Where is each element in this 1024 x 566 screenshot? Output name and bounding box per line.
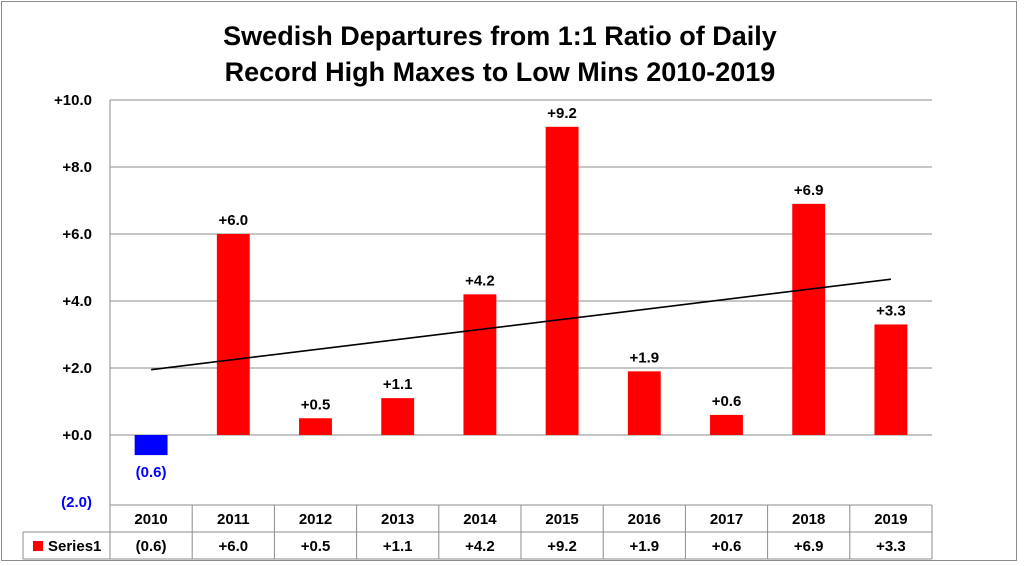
bar [627,371,661,435]
table-value: +6.0 [218,538,248,555]
data-label: +3.3 [876,302,906,319]
y-tick-label: +2.0 [62,360,92,377]
table-value: +0.5 [301,538,331,555]
data-label: (0.6) [136,464,167,481]
x-tick-label: 2016 [628,511,661,528]
x-tick-label: 2012 [299,511,332,528]
table-value: +0.6 [712,538,742,555]
bar [545,126,579,436]
y-tick-label: +10.0 [54,92,92,109]
legend-swatch [33,541,43,551]
data-label: +0.6 [712,393,742,410]
chart-title-line-1: Swedish Departures from 1:1 Ratio of Dai… [223,21,777,51]
bar [463,294,497,435]
bar [792,203,826,435]
legend-label: Series1 [48,538,101,555]
bar [299,418,332,435]
x-tick-label: 2013 [381,511,414,528]
table-value: +4.2 [465,538,495,555]
table-value: +9.2 [547,538,577,555]
y-tick-label: +0.0 [62,427,92,444]
y-tick-label: +4.0 [62,293,92,310]
x-tick-label: 2017 [710,511,743,528]
table-value: +6.9 [794,538,824,555]
bar [216,234,250,435]
table-value: +1.9 [629,538,659,555]
table-value: +3.3 [876,538,906,555]
bar [874,324,908,435]
table-value: (0.6) [136,538,167,555]
data-label: +9.2 [547,105,577,122]
bar [710,414,743,435]
trendline [151,278,891,371]
table-value: +1.1 [383,538,413,555]
x-tick-label: 2018 [792,511,825,528]
data-label: +1.1 [383,376,413,393]
data-label: +6.9 [794,182,824,199]
y-tick-label: +6.0 [62,226,92,243]
bar [134,435,168,456]
data-label: +6.0 [218,212,248,229]
data-label: +1.9 [629,349,659,366]
y-tick-label: (2.0) [61,494,92,511]
x-tick-label: 2011 [217,511,250,528]
x-tick-label: 2015 [545,511,578,528]
y-tick-label: +8.0 [62,159,92,176]
data-label: +0.5 [301,396,331,413]
x-tick-label: 2010 [134,511,167,528]
x-tick-label: 2019 [874,511,907,528]
data-label: +4.2 [465,272,495,289]
chart-title: Swedish Departures from 1:1 Ratio of Dai… [120,18,880,90]
x-tick-label: 2014 [463,511,497,528]
bar [381,398,415,435]
chart-title-line-2: Record High Maxes to Low Mins 2010-2019 [224,57,776,87]
